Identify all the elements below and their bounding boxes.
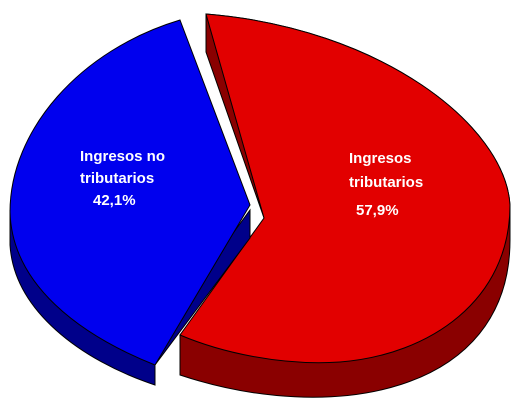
slice-value-no-tributarios: 42,1% [93, 192, 136, 209]
label-line: tributarios [349, 174, 423, 191]
slice-label-no-tributarios: Ingresos no tributarios [80, 148, 169, 187]
slice-label-tributarios: Ingresos tributarios [349, 150, 423, 191]
pie-slice-tributarios [179, 13, 511, 398]
label-line: tributarios [80, 170, 154, 187]
label-line: Ingresos [349, 150, 412, 167]
slice-value-tributarios: 57,9% [356, 202, 399, 219]
pie-slice-no-tributarios [9, 19, 251, 386]
label-line: Ingresos no [80, 148, 165, 165]
slice-top-tributarios [179, 13, 511, 364]
slice-top-no-tributarios [9, 19, 251, 366]
